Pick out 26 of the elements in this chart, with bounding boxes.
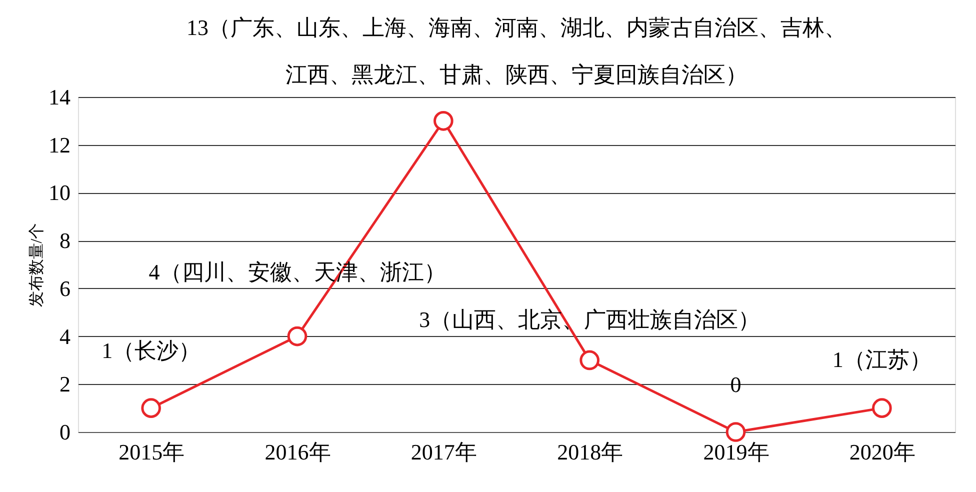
x-tick-label: 2017年 bbox=[410, 440, 477, 464]
text: 江西、黑龙江、甘肃、陕西、宁夏回族自治区） bbox=[286, 62, 748, 87]
point bbox=[287, 326, 308, 346]
y-tick-label: 4 bbox=[60, 324, 70, 349]
x-tick-label: 2015年 bbox=[118, 440, 185, 464]
y-tick-label: 0 bbox=[60, 420, 70, 444]
y-tick-label: 14 bbox=[48, 84, 70, 110]
y-tick-label: 8 bbox=[60, 228, 70, 254]
y-tick-label: 10 bbox=[48, 180, 70, 206]
text: 13（广东、山东、上海、海南、河南、湖北、内蒙古自治区、吉林、 bbox=[186, 15, 846, 40]
y-tick-label: 2 bbox=[60, 372, 70, 397]
point bbox=[434, 111, 454, 131]
y-tick-label: 12 bbox=[48, 132, 70, 158]
y-axis-title: 发布数量/个 bbox=[28, 222, 46, 308]
annotation: 1（江苏） bbox=[832, 347, 932, 372]
point bbox=[580, 350, 600, 370]
point bbox=[872, 398, 892, 418]
x-tick-label: 2019年 bbox=[703, 440, 770, 464]
annotation: 1（长沙） bbox=[102, 338, 201, 364]
x-tick-label: 2020年 bbox=[849, 440, 916, 464]
x-tick-label: 2018年 bbox=[557, 440, 624, 464]
point bbox=[141, 398, 161, 418]
annotation: 3（山西、北京、广西壮族自治区） bbox=[419, 307, 760, 332]
y-tick-label: 6 bbox=[60, 276, 70, 301]
point bbox=[726, 422, 746, 442]
x-tick-label: 2016年 bbox=[264, 440, 331, 464]
